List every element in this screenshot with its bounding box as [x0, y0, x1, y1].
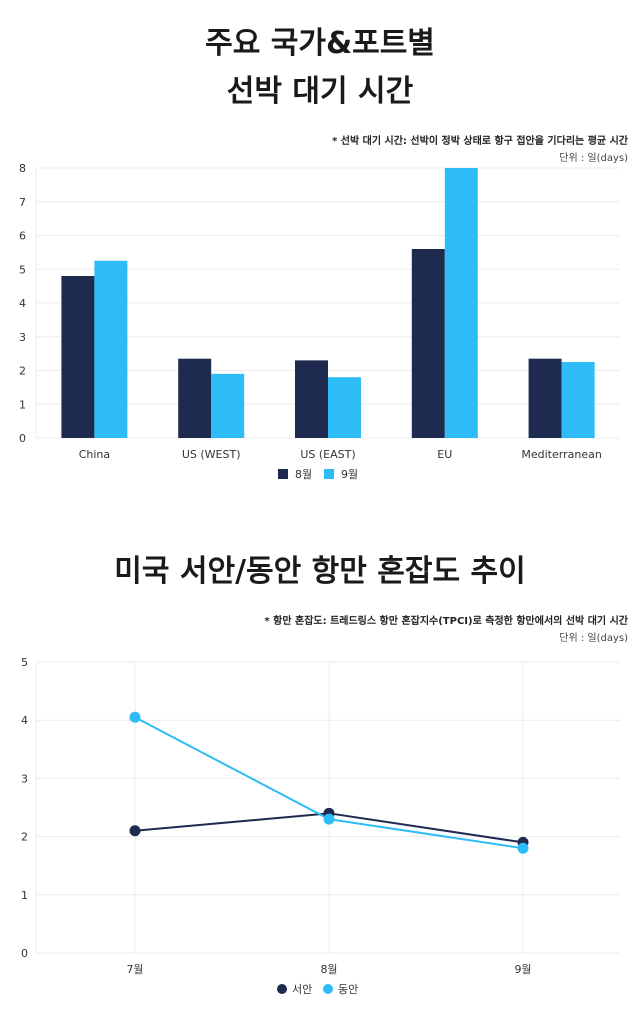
bar — [528, 358, 562, 438]
y-tick-label: 6 — [19, 230, 26, 243]
bar — [561, 362, 595, 438]
y-tick-label: 5 — [21, 656, 28, 669]
bar — [295, 360, 328, 438]
chart2-note: * 항만 혼잡도: 트레드링스 항만 혼잡지수(TPCI)로 측정한 항만에서의… — [264, 616, 628, 627]
x-tick-label: 9월 — [514, 963, 531, 976]
x-tick-label: US (EAST) — [300, 448, 355, 461]
bar — [411, 249, 445, 438]
x-tick-label: China — [79, 448, 110, 461]
y-tick-label: 2 — [21, 831, 28, 844]
bar — [61, 276, 95, 438]
chart1-unit: 단위 : 일(days) — [559, 153, 628, 164]
y-tick-label: 4 — [19, 297, 26, 310]
bar — [94, 260, 128, 438]
legend-label: 8월 — [295, 468, 312, 481]
y-tick-label: 4 — [21, 714, 28, 727]
x-tick-label: EU — [437, 448, 452, 461]
bar — [328, 377, 361, 438]
chart2-unit: 단위 : 일(days) — [559, 633, 628, 644]
data-point — [129, 825, 141, 837]
data-point — [517, 842, 529, 854]
legend-swatch — [324, 469, 334, 479]
y-tick-label: 0 — [21, 947, 28, 960]
y-tick-label: 3 — [21, 772, 28, 785]
legend-label: 동안 — [338, 983, 358, 996]
data-point — [323, 813, 335, 825]
x-tick-label: Mediterranean — [521, 448, 601, 461]
y-tick-label: 3 — [19, 331, 26, 344]
legend-label: 서안 — [292, 983, 312, 996]
chart2-title: 미국 서안/동안 항만 혼잡도 추이 — [114, 554, 526, 589]
y-tick-label: 1 — [21, 889, 28, 902]
y-tick-label: 1 — [19, 398, 26, 411]
x-tick-label: 7월 — [126, 963, 143, 976]
y-tick-label: 8 — [19, 162, 26, 175]
x-tick-label: US (WEST) — [182, 448, 241, 461]
x-tick-label: 8월 — [320, 963, 337, 976]
chart1-note: * 선박 대기 시간: 선박이 정박 상태로 항구 접안을 기다리는 평균 시간 — [332, 136, 628, 147]
legend-marker — [277, 984, 287, 994]
legend-marker — [323, 984, 333, 994]
y-tick-label: 7 — [19, 196, 26, 209]
y-tick-label: 2 — [19, 365, 26, 378]
bar — [444, 168, 478, 438]
bar — [178, 358, 212, 438]
chart1-title-line2: 선박 대기 시간 — [226, 74, 414, 109]
y-tick-label: 5 — [19, 263, 26, 276]
data-point — [129, 711, 141, 723]
legend-swatch — [278, 469, 288, 479]
bar — [211, 373, 245, 438]
legend-label: 9월 — [341, 468, 358, 481]
bar-chart: 0 1 2 3 4 5 6 7 8 China US (WEST) US (EAST) EU Medite… — [19, 162, 620, 481]
y-tick-label: 0 — [19, 432, 26, 445]
chart1-title-line1: 주요 국가&포트별 — [205, 26, 435, 61]
